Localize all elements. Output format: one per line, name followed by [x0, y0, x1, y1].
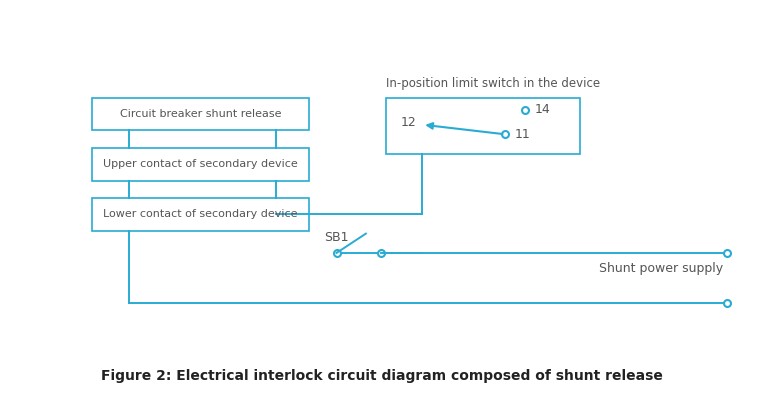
- Text: Lower contact of secondary device: Lower contact of secondary device: [103, 210, 298, 220]
- Text: Shunt power supply: Shunt power supply: [599, 262, 723, 275]
- Text: In-position limit switch in the device: In-position limit switch in the device: [386, 77, 600, 90]
- Text: 12: 12: [401, 116, 416, 129]
- Text: Figure 2: Electrical interlock circuit diagram composed of shunt release: Figure 2: Electrical interlock circuit d…: [101, 369, 663, 383]
- Text: Circuit breaker shunt release: Circuit breaker shunt release: [120, 109, 281, 119]
- Text: Upper contact of secondary device: Upper contact of secondary device: [103, 159, 298, 169]
- Text: 14: 14: [535, 103, 550, 116]
- Text: SB1: SB1: [324, 231, 349, 244]
- Text: 11: 11: [515, 128, 530, 141]
